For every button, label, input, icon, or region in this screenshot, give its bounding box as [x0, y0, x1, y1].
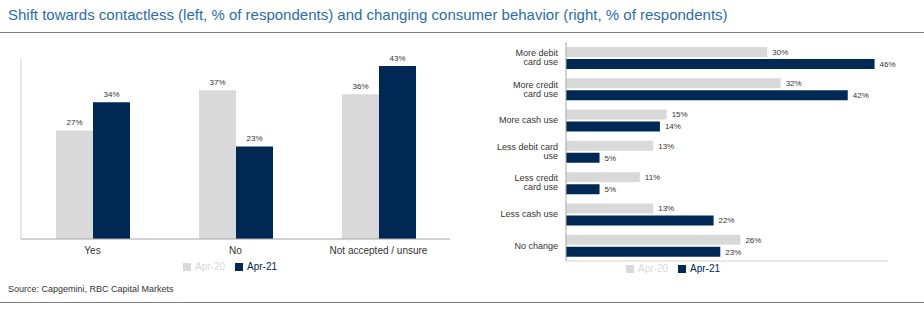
- svg-text:5%: 5%: [605, 154, 617, 163]
- svg-text:34%: 34%: [103, 90, 119, 99]
- svg-text:More creditcard use: More creditcard use: [513, 80, 559, 99]
- svg-text:More cash use: More cash use: [499, 115, 558, 125]
- svg-text:14%: 14%: [665, 122, 681, 131]
- html-text:Apr-21: Apr-21: [247, 261, 277, 272]
- svg-text:More debitcard use: More debitcard use: [515, 48, 558, 67]
- svg-text:22%: 22%: [719, 216, 735, 225]
- html-text:Apr-21: Apr-21: [690, 263, 720, 274]
- svg-text:15%: 15%: [672, 110, 688, 119]
- svg-text:43%: 43%: [389, 54, 405, 63]
- svg-text:27%: 27%: [66, 118, 82, 127]
- svg-text:36%: 36%: [352, 82, 368, 91]
- svg-text:46%: 46%: [880, 60, 896, 69]
- svg-text:11%: 11%: [645, 173, 660, 182]
- svg-text:42%: 42%: [853, 91, 869, 100]
- svg-text:No change: No change: [514, 241, 558, 251]
- svg-text:5%: 5%: [605, 185, 617, 194]
- html-text:Shift towards contactless (lef: Shift towards contactless (left, % of re…: [8, 6, 728, 23]
- svg-text:37%: 37%: [209, 78, 225, 87]
- svg-text:Less cash use: Less cash use: [500, 209, 558, 219]
- svg-text:23%: 23%: [246, 134, 262, 143]
- svg-text:30%: 30%: [772, 48, 788, 57]
- svg-text:Yes: Yes: [84, 245, 100, 256]
- svg-text:26%: 26%: [745, 236, 761, 245]
- html-text:Source: Capgemini, RBC Capital: Source: Capgemini, RBC Capital Markets: [8, 284, 174, 294]
- svg-text:23%: 23%: [725, 248, 741, 257]
- svg-text:Less debit carduse: Less debit carduse: [497, 142, 558, 161]
- svg-text:Not accepted / unsure: Not accepted / unsure: [330, 245, 428, 256]
- svg-text:32%: 32%: [786, 79, 802, 88]
- svg-text:No: No: [229, 245, 242, 256]
- svg-text:13%: 13%: [658, 204, 674, 213]
- html-text:Apr-20: Apr-20: [638, 263, 668, 274]
- svg-text:Less creditcard use: Less creditcard use: [514, 173, 558, 192]
- html-text:Apr-20: Apr-20: [195, 261, 225, 272]
- svg-text:13%: 13%: [658, 142, 674, 151]
